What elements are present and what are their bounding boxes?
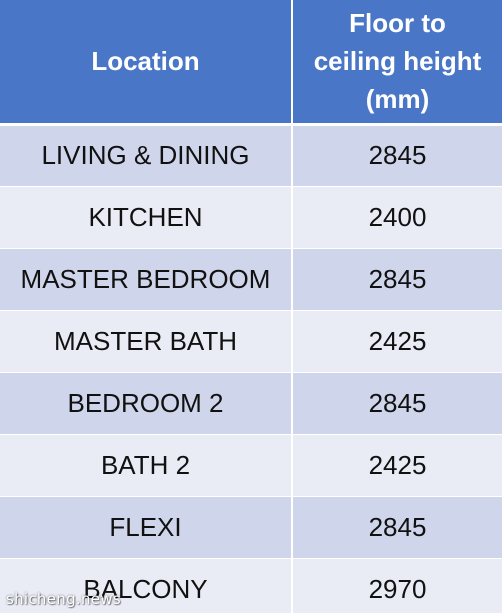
header-line: ceiling height — [313, 46, 482, 77]
header-location: Location — [0, 0, 293, 126]
table-row: BATH 2 2425 — [0, 434, 502, 497]
table-body: LIVING & DINING 2845 KITCHEN 2400 MASTER… — [0, 124, 502, 613]
header-row: Location Floor to ceiling height (mm) — [0, 0, 502, 126]
table-row: BALCONY 2970 — [0, 558, 502, 613]
header-line: Floor to — [349, 8, 446, 39]
height-cell: 2970 — [292, 558, 502, 613]
height-cell: 2425 — [292, 310, 502, 373]
table-row: LIVING & DINING 2845 — [0, 124, 502, 187]
table-row: BEDROOM 2 2845 — [0, 372, 502, 435]
height-cell: 2845 — [292, 496, 502, 559]
table-header: Location Floor to ceiling height (mm) — [0, 0, 502, 126]
height-cell: 2425 — [292, 434, 502, 497]
table-row: MASTER BEDROOM 2845 — [0, 248, 502, 311]
height-cell: 2845 — [292, 124, 502, 187]
location-cell: MASTER BATH — [0, 310, 293, 373]
header-floor-to-ceiling-height: Floor to ceiling height (mm) — [292, 0, 502, 126]
header-line: (mm) — [365, 84, 430, 115]
location-cell: KITCHEN — [0, 186, 293, 249]
location-cell: BALCONY — [0, 558, 293, 613]
location-cell: BATH 2 — [0, 434, 293, 497]
height-cell: 2845 — [292, 248, 502, 311]
watermark: shicheng.news — [6, 590, 121, 608]
table-row: KITCHEN 2400 — [0, 186, 502, 249]
location-cell: FLEXI — [0, 496, 293, 559]
table-row: MASTER BATH 2425 — [0, 310, 502, 373]
height-cell: 2845 — [292, 372, 502, 435]
location-cell: LIVING & DINING — [0, 124, 293, 187]
table-row: FLEXI 2845 — [0, 496, 502, 559]
location-cell: BEDROOM 2 — [0, 372, 293, 435]
height-cell: 2400 — [292, 186, 502, 249]
location-cell: MASTER BEDROOM — [0, 248, 293, 311]
